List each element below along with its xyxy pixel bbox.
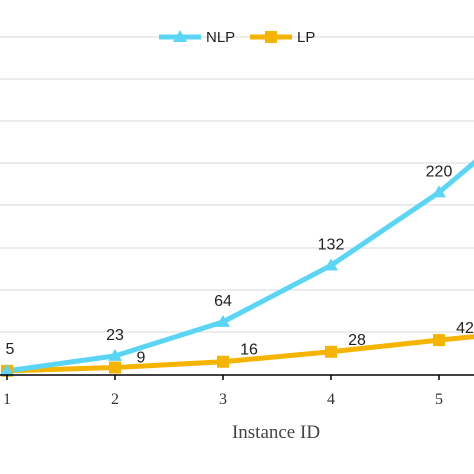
- x-tick-label: 5: [435, 391, 443, 408]
- data-label-nlp: 64: [214, 293, 232, 310]
- series-layer: [4, 159, 474, 374]
- data-label-lp: 42: [456, 320, 474, 337]
- legend-label-lp: LP: [297, 29, 315, 46]
- marker-nlp: [108, 348, 122, 361]
- marker-layer: [0, 185, 446, 377]
- data-label-lp: 9: [137, 350, 146, 367]
- data-label-nlp: 5: [6, 341, 15, 358]
- marker-lp: [433, 334, 445, 347]
- x-axis-title: Instance ID: [232, 422, 320, 443]
- x-tick-label: 3: [219, 391, 227, 408]
- series-line-lp: [4, 334, 474, 374]
- marker-nlp: [216, 314, 230, 327]
- legend-label-nlp: NLP: [206, 29, 235, 46]
- marker-lp: [217, 355, 229, 368]
- data-label-lp: 16: [240, 342, 258, 359]
- marker-lp: [325, 345, 337, 358]
- data-label-nlp: 220: [426, 163, 453, 180]
- x-tick-label: 4: [327, 391, 335, 408]
- marker-nlp: [324, 258, 338, 271]
- x-axis-ticks: 123456: [3, 375, 443, 408]
- legend-marker-nlp: [173, 30, 187, 42]
- legend: NLP LP: [159, 29, 315, 46]
- marker-lp: [109, 361, 121, 374]
- series-line-nlp: [4, 159, 474, 374]
- data-label-nlp: 132: [318, 236, 345, 253]
- x-tick-label: 1: [3, 391, 11, 408]
- x-tick-label: 2: [111, 391, 119, 408]
- marker-nlp: [432, 185, 446, 198]
- gridlines: [0, 36, 474, 333]
- data-labels: 9 16 28 42 5 23 64 132 220: [6, 163, 474, 366]
- legend-marker-lp: [265, 31, 277, 43]
- data-label-nlp: 23: [106, 327, 124, 344]
- data-label-lp: 28: [348, 332, 366, 349]
- marker-nlp: [0, 363, 14, 376]
